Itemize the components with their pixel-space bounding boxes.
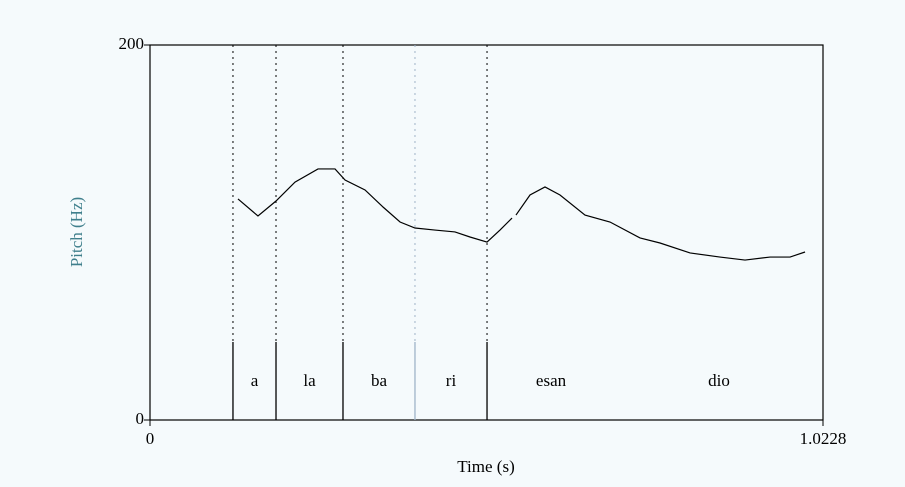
x-tick-label: 1.0228	[800, 429, 847, 448]
y-axis-label: Pitch (Hz)	[67, 197, 86, 267]
segment-label: esan	[536, 371, 567, 390]
segment-label: ba	[371, 371, 388, 390]
x-tick-label: 0	[146, 429, 155, 448]
y-tick-label: 200	[119, 34, 145, 53]
segment-label: a	[251, 371, 259, 390]
x-axis-label: Time (s)	[457, 457, 514, 476]
segment-label: la	[303, 371, 316, 390]
segment-label: dio	[708, 371, 730, 390]
y-tick-label: 0	[136, 409, 145, 428]
pitch-line	[237, 168, 806, 261]
segment-label: ri	[446, 371, 457, 390]
